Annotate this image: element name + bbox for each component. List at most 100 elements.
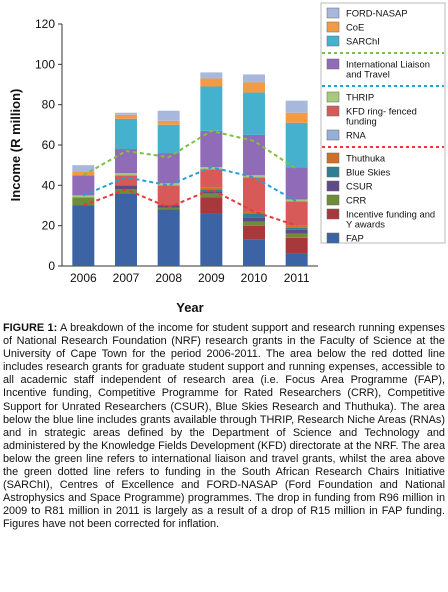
legend-swatch (326, 21, 340, 33)
bar-segment-fap (285, 253, 308, 266)
bar-segment-sarchi (157, 124, 180, 154)
bar-segment-thrip (157, 183, 180, 186)
legend-entry-thrip: THRIP (346, 92, 374, 103)
bar-segment-kfd-ring-fenced-funding (115, 175, 137, 186)
legend-swatch (326, 105, 340, 117)
bar-segment-crr (285, 233, 308, 238)
bar-segment-ford-nasap (243, 74, 265, 83)
x-tick-label: 2007 (113, 271, 140, 285)
legend-swatch (326, 208, 340, 220)
dotted-line-0 (82, 188, 297, 227)
legend-entry-blue-skies: Blue Skies (346, 167, 391, 178)
legend-swatch (326, 91, 340, 103)
bar-segment-fap (72, 205, 95, 266)
bar-segment-incentive-funding-and-y-awards (200, 197, 223, 214)
legend-swatch (326, 7, 340, 19)
bar-segment-ford-nasap (200, 72, 223, 79)
bar-segment-coe (285, 112, 308, 123)
bar-segment-kfd-ring-fenced-funding (200, 169, 223, 188)
bar-segment-coe (243, 82, 265, 93)
bar-segment-coe (200, 78, 223, 87)
legend-entry-csur: CSUR (346, 181, 373, 192)
legend-swatch (326, 129, 340, 141)
bar-segment-fap (115, 193, 137, 266)
legend-swatch (326, 152, 340, 164)
y-tick-label: 0 (48, 259, 55, 273)
legend-box (320, 2, 446, 244)
bar-segment-thuthuka (285, 225, 308, 228)
y-tick-label: 60 (42, 138, 56, 152)
bar-segment-kfd-ring-fenced-funding (243, 177, 265, 212)
bar-segment-csur (285, 229, 308, 234)
bar-segment-csur (115, 185, 137, 190)
bar-segment-crr (200, 193, 223, 198)
x-tick-label: 2008 (155, 271, 182, 285)
bar-segment-international-liaison-and-travel (200, 130, 223, 168)
bar-segment-thrip (243, 175, 265, 178)
x-tick-label: 2009 (198, 271, 225, 285)
bar-segment-csur (200, 191, 223, 194)
bar-segment-incentive-funding-and-y-awards (285, 237, 308, 254)
legend-swatch (326, 180, 340, 192)
bar-segment-coe (115, 114, 137, 119)
bar-segment-ford-nasap (157, 110, 180, 121)
legend-entry-incentive-funding-and-y-awards: Incentive funding and Y awards (346, 209, 435, 230)
figure-caption: FIGURE 1: A breakdown of the income for … (3, 322, 445, 532)
bar-segment-fap (157, 209, 180, 266)
y-axis-title: Income (R million) (8, 89, 23, 202)
x-axis-title: Year (176, 300, 203, 315)
y-tick-label: 100 (35, 57, 55, 71)
bar-segment-thuthuka (200, 187, 223, 190)
y-tick-label: 80 (42, 98, 56, 112)
bar-segment-sarchi (115, 118, 137, 150)
x-tick-label: 2010 (241, 271, 268, 285)
bar-segment-sarchi (200, 86, 223, 131)
y-tick-label: 20 (42, 219, 56, 233)
bar-segment-kfd-ring-fenced-funding (285, 201, 308, 226)
bar-segment-ford-nasap (115, 112, 137, 115)
bar-segment-blue-skies (200, 189, 223, 192)
dotted-line-1 (82, 166, 298, 203)
bar-segment-thrip (285, 199, 308, 202)
bar-segment-kfd-ring-fenced-funding (157, 185, 180, 206)
bar-segment-fap (200, 213, 223, 266)
legend-entry-international-liaison-and-travel: International Liaison and Travel (346, 59, 430, 80)
stacked-bar-chart: 0 20 40 60 80 100 120 2006 2007 2008 2009 2010 2011 Y… (8, 2, 446, 315)
legend-swatch (326, 35, 340, 47)
caption-label: FIGURE 1: (3, 322, 58, 334)
legend-entry-kfd-ring-fenced-funding: KFD ring- fenced funding (346, 106, 417, 127)
bar-segment-crr (243, 221, 265, 226)
bar-segment-thrip (72, 195, 95, 198)
bar-segment-sarchi (243, 92, 265, 135)
bar-segment-international-liaison-and-travel (285, 167, 308, 200)
bar-segment-international-liaison-and-travel (72, 175, 95, 196)
bar-segment-blue-skies (243, 213, 265, 218)
bar-segment-international-liaison-and-travel (243, 134, 265, 176)
bar-segment-ford-nasap (285, 100, 308, 113)
bar-segment-sarchi (285, 122, 308, 168)
legend-swatch (326, 232, 340, 244)
bar-segment-coe (72, 171, 95, 176)
legend-entry-sarchi: SARChI (346, 36, 380, 47)
legend-entry-ford-nasap: FORD-NASAP (346, 8, 407, 19)
bar-segment-blue-skies (285, 227, 308, 230)
legend-swatch (326, 166, 340, 178)
bar-segment-ford-nasap (72, 165, 95, 172)
legend-entry-crr: CRR (346, 195, 367, 206)
bar-segment-crr (115, 189, 137, 194)
legend-entry-coe: CoE (346, 22, 364, 33)
y-tick-label: 40 (42, 178, 56, 192)
bar-segment-incentive-funding-and-y-awards (243, 225, 265, 240)
legend-swatch (326, 194, 340, 206)
x-tick-label: 2011 (284, 271, 310, 285)
chart-container: 0 20 40 60 80 100 120 2006 2007 2008 2009 2010 2011 Y… (8, 2, 446, 315)
bar-segment-international-liaison-and-travel (157, 153, 180, 184)
bar-segment-csur (243, 217, 265, 222)
legend-entry-fap: FAP (346, 233, 364, 244)
legend-entry-rna: RNA (346, 130, 367, 141)
bar-segment-crr (72, 197, 95, 206)
bar-segment-fap (243, 239, 265, 266)
x-tick-label: 2006 (70, 271, 97, 285)
legend-entry-thuthuka: Thuthuka (346, 153, 386, 164)
caption-text: A breakdown of the income for student su… (3, 322, 445, 531)
